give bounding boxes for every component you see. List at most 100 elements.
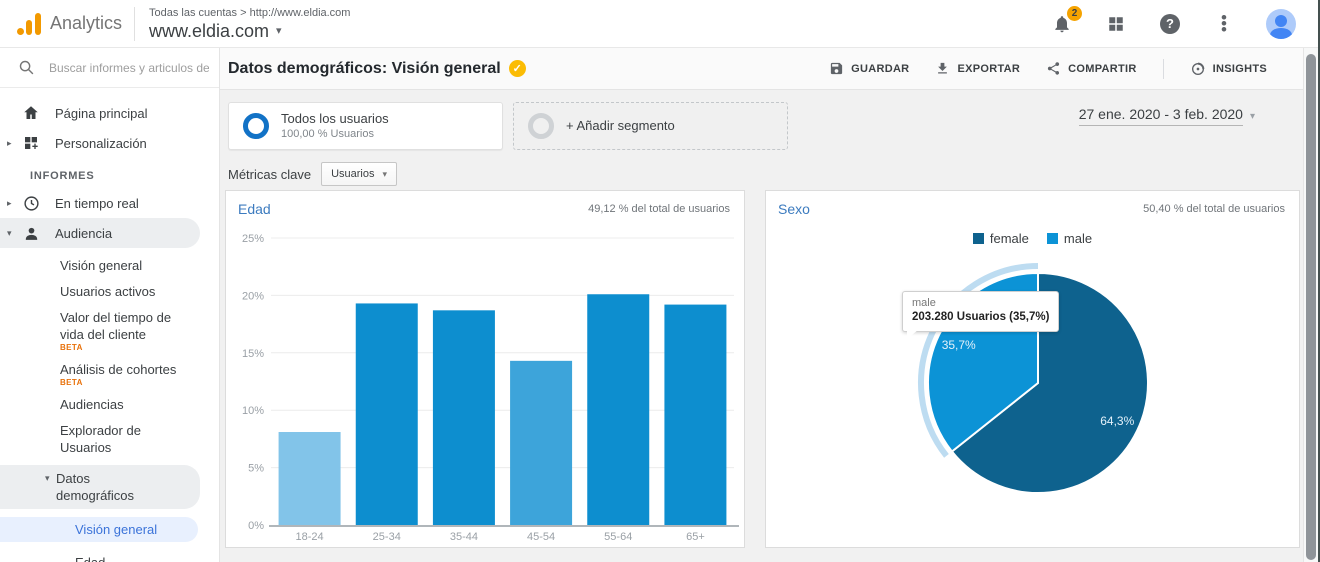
age-chart-card: Edad 49,12 % del total de usuarios 0% 5% 1… bbox=[225, 190, 745, 548]
age-report-link[interactable]: Edad bbox=[238, 201, 271, 217]
metric-dropdown[interactable]: Usuarios ▾ bbox=[321, 162, 398, 186]
save-button[interactable]: GUARDAR bbox=[829, 61, 909, 76]
svg-text:18-24: 18-24 bbox=[296, 531, 324, 543]
more-vert-icon: • • • bbox=[1221, 7, 1227, 39]
analytics-logo-icon bbox=[16, 12, 42, 36]
search-icon bbox=[19, 60, 34, 75]
age-bar-chart[interactable]: 0% 5% 10% 15% 20% 25% 18-24 25-34 35-44 45-54 55-6… bbox=[226, 191, 746, 549]
apps-menu-button[interactable] bbox=[1104, 12, 1128, 36]
svg-text:25%: 25% bbox=[242, 233, 264, 245]
help-button[interactable]: ? bbox=[1158, 12, 1182, 36]
apps-grid-icon bbox=[1109, 16, 1123, 31]
vertical-scrollbar bbox=[1303, 48, 1318, 562]
sidebar-section-informes: INFORMES bbox=[30, 170, 95, 182]
legend-swatch-male bbox=[1046, 233, 1058, 244]
download-icon bbox=[938, 62, 948, 74]
svg-text:45-54: 45-54 bbox=[527, 531, 555, 543]
more-options-button[interactable]: • • • bbox=[1212, 7, 1236, 39]
beta-badge: BETA bbox=[60, 343, 83, 352]
sidebar-item-demographics-age[interactable]: Edad bbox=[0, 550, 198, 562]
report-content: Todos los usuarios 100,00 % Usuarios + A… bbox=[220, 90, 1303, 562]
chevron-down-icon: ▾ bbox=[7, 227, 12, 238]
sidebar-item-demographics-overview[interactable]: Visión general bbox=[0, 517, 198, 542]
clock-icon bbox=[19, 195, 43, 212]
sidebar-item-realtime[interactable]: ▸ En tiempo real bbox=[0, 188, 219, 218]
segment-subtitle: 100,00 % Usuarios bbox=[281, 128, 374, 140]
tooltip-value: 203.280 Usuarios (35,7%) bbox=[912, 311, 1050, 323]
segment-circle-icon bbox=[243, 113, 269, 139]
page-title: Datos demográficos: Visión general bbox=[228, 59, 501, 77]
svg-text:5%: 5% bbox=[248, 463, 264, 475]
beta-badge: BETA bbox=[60, 378, 83, 387]
gender-sample-share: 50,40 % del total de usuarios bbox=[1143, 203, 1285, 215]
share-icon bbox=[1048, 62, 1060, 75]
insights-icon bbox=[1191, 62, 1204, 75]
window-edge bbox=[1318, 0, 1320, 562]
sidebar-item-user-explorer[interactable]: Explorador de Usuarios bbox=[60, 423, 141, 455]
gender-legend: female male bbox=[766, 231, 1299, 246]
add-segment-button[interactable]: + Añadir segmento bbox=[513, 102, 788, 150]
help-icon: ? bbox=[1160, 13, 1180, 34]
avatar[interactable] bbox=[1266, 8, 1296, 39]
svg-text:0%: 0% bbox=[248, 520, 264, 532]
age-sample-share: 49,12 % del total de usuarios bbox=[588, 203, 730, 215]
sidebar: Página principal ▸ Personalización INFOR… bbox=[0, 48, 220, 562]
product-name: Analytics bbox=[50, 13, 123, 33]
account-switcher[interactable]: www.eldia.com ▾ bbox=[149, 20, 350, 42]
scrollbar-thumb[interactable] bbox=[1306, 54, 1316, 560]
chevron-down-icon: ▾ bbox=[1249, 110, 1255, 122]
header-divider bbox=[134, 6, 135, 41]
svg-text:35,7%: 35,7% bbox=[942, 338, 976, 352]
segment-all-users[interactable]: Todos los usuarios 100,00 % Usuarios bbox=[228, 102, 503, 150]
date-range-selector[interactable]: 27 ene. 2020 - 3 feb. 2020 ▾ bbox=[1078, 106, 1255, 126]
gender-chart-card: Sexo 50,40 % del total de usuarios femal… bbox=[765, 190, 1300, 548]
insights-button[interactable]: INSIGHTS bbox=[1190, 61, 1267, 77]
account-name: www.eldia.com bbox=[149, 20, 270, 41]
search-input[interactable] bbox=[49, 60, 209, 75]
svg-text:55-64: 55-64 bbox=[604, 531, 632, 543]
analytics-logo[interactable]: Analytics bbox=[0, 12, 132, 36]
chevron-right-icon: ▸ bbox=[7, 197, 12, 208]
svg-text:10%: 10% bbox=[242, 405, 264, 417]
gender-pie-chart[interactable]: 64,3% 35,7% bbox=[766, 191, 1301, 549]
toolbar-divider bbox=[1162, 58, 1164, 79]
share-button[interactable]: COMPARTIR bbox=[1046, 61, 1137, 76]
segment-title: Todos los usuarios bbox=[281, 111, 389, 126]
bell-icon bbox=[1055, 15, 1069, 32]
segment-circle-icon bbox=[528, 113, 554, 139]
sidebar-item-home[interactable]: Página principal bbox=[0, 98, 219, 128]
svg-text:15%: 15% bbox=[242, 348, 264, 360]
home-icon bbox=[19, 104, 43, 122]
export-button[interactable]: EXPORTAR bbox=[935, 61, 1020, 76]
legend-item-male[interactable]: male bbox=[1046, 231, 1092, 246]
person-icon bbox=[19, 225, 43, 242]
gender-report-link[interactable]: Sexo bbox=[778, 201, 810, 217]
chevron-down-icon: ▾ bbox=[382, 168, 388, 179]
sidebar-item-demographics[interactable]: ▾ Datos demográficos bbox=[0, 465, 200, 509]
app-header: Analytics Todas las cuentas > http://www… bbox=[0, 0, 1320, 48]
notifications-button[interactable]: 2 bbox=[1050, 5, 1082, 36]
sidebar-item-audiences[interactable]: Audiencias bbox=[60, 397, 124, 412]
report-toolbar: GUARDAR EXPORTAR COMPARTIR INSIGHTS bbox=[829, 58, 1267, 79]
pie-tooltip: male 203.280 Usuarios (35,7%) bbox=[902, 291, 1060, 339]
sidebar-search[interactable] bbox=[0, 48, 219, 88]
svg-text:65+: 65+ bbox=[686, 531, 705, 543]
sidebar-item-lifetime-value[interactable]: Valor del tiempo de vida del cliente BET… bbox=[0, 309, 200, 352]
legend-item-female[interactable]: female bbox=[972, 231, 1029, 246]
key-metrics-label: Métricas clave bbox=[228, 166, 312, 182]
sidebar-item-cohort-analysis[interactable]: Análisis de cohortes BETA bbox=[0, 361, 200, 387]
save-icon bbox=[830, 62, 843, 75]
sidebar-item-audience-overview[interactable]: Visión general bbox=[60, 258, 143, 273]
svg-text:25-34: 25-34 bbox=[373, 531, 401, 543]
breadcrumb[interactable]: Todas las cuentas > http://www.eldia.com bbox=[149, 6, 351, 19]
date-range-value: 27 ene. 2020 - 3 feb. 2020 bbox=[1078, 106, 1243, 126]
sidebar-item-audience[interactable]: ▾ Audiencia bbox=[0, 218, 200, 248]
sidebar-item-personalization[interactable]: ▸ Personalización bbox=[0, 128, 219, 158]
legend-swatch-female bbox=[972, 233, 984, 244]
chevron-right-icon: ▸ bbox=[7, 137, 12, 148]
main-content: Datos demográficos: Visión general ✓ GUA… bbox=[220, 48, 1303, 562]
verified-check-icon: ✓ bbox=[508, 60, 526, 77]
avatar-person-icon bbox=[1275, 14, 1287, 27]
sidebar-item-active-users[interactable]: Usuarios activos bbox=[60, 284, 156, 299]
